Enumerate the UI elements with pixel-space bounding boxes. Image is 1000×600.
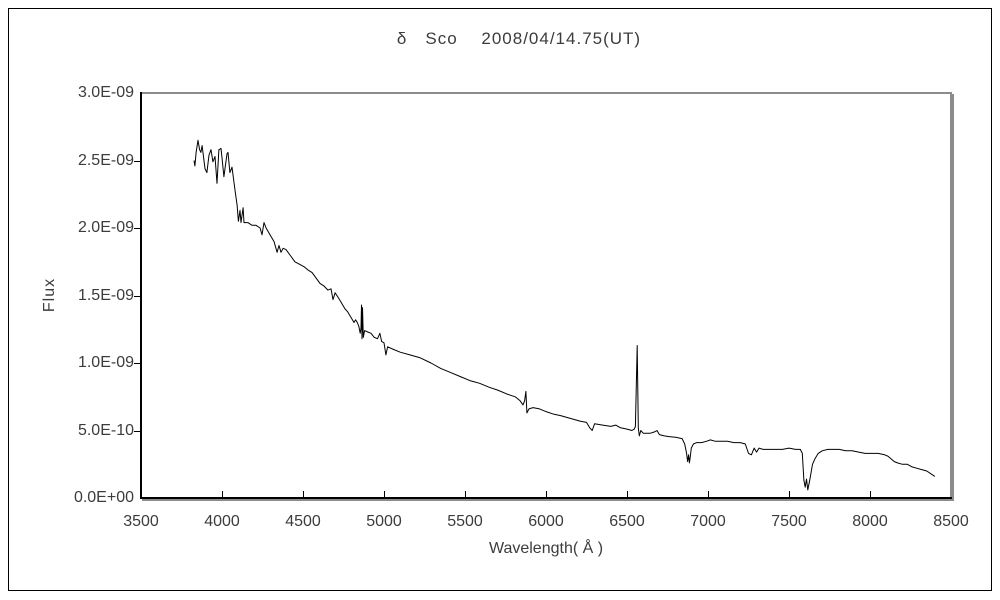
plot-frame [140,92,954,501]
y-tick-label: 2.0E-09 [77,219,134,236]
x-tick-label: 7000 [690,513,726,530]
y-tick-label: 5.0E-10 [77,421,134,439]
spectrum-line [193,139,936,491]
x-tick-label: 4000 [204,513,240,530]
x-tick-label: 4500 [285,513,321,530]
x-tick-label: 8500 [933,513,969,530]
y-tick-label: 2.5E-09 [77,151,134,169]
y-axis-title: Flux [41,277,58,313]
x-tick-label: 5000 [366,513,402,530]
x-tick-label: 8000 [852,513,888,530]
x-axis-title: Wavelength( Å ) [488,540,604,557]
x-tick-label: 7500 [771,513,807,530]
chart-outer-border [8,8,992,591]
x-tick-label: 5500 [447,513,483,530]
x-tick-label: 6000 [528,513,564,530]
chart-title: δ Sco 2008/04/14.75(UT) [396,29,642,48]
y-tick-label: 0.0E+00 [73,489,134,506]
x-tick-label: 3500 [123,513,159,530]
axis-ticks [134,161,871,497]
x-tick-label: 6500 [609,513,645,530]
y-tick-label: 1.0E-09 [77,354,134,371]
y-tick-label: 1.5E-09 [77,286,134,304]
y-tick-label: 3.0E-09 [77,84,134,101]
